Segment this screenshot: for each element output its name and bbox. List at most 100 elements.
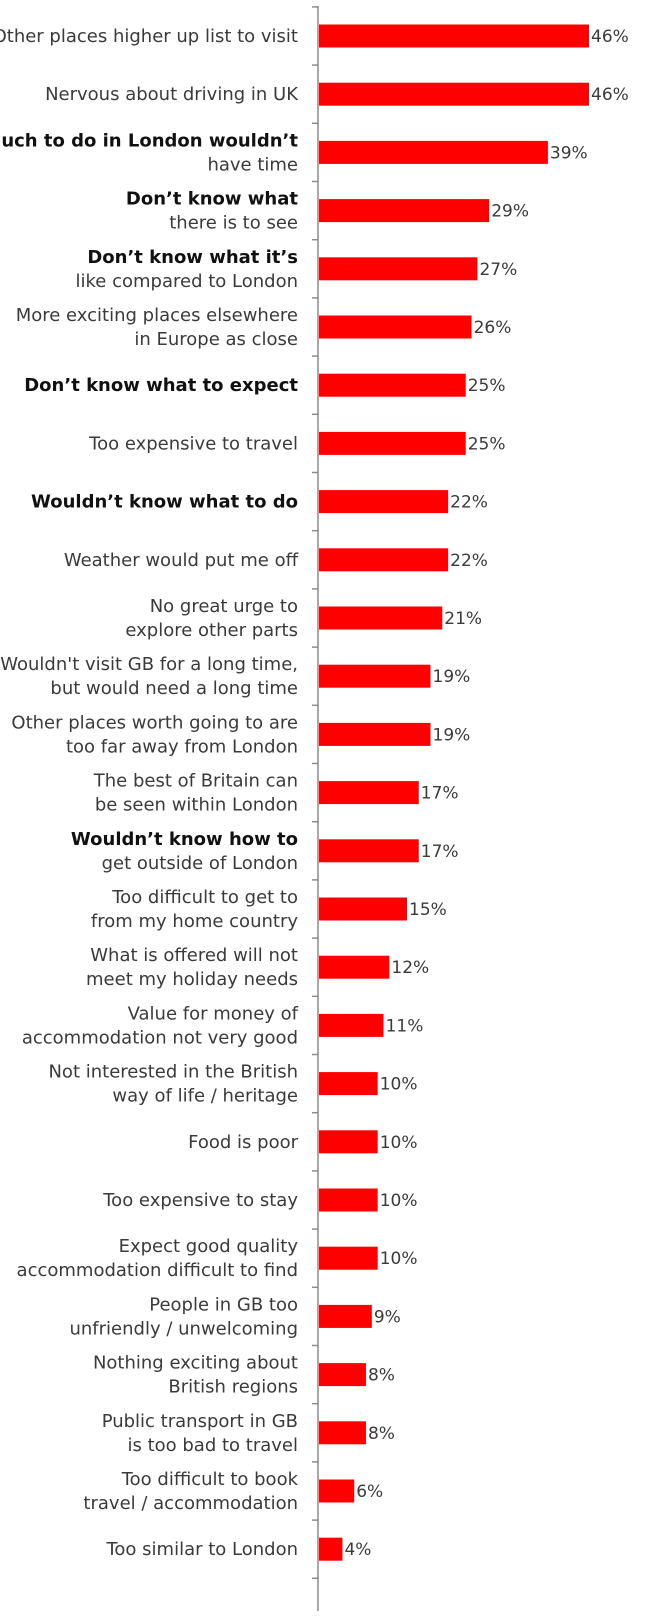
category-label-line: British regions: [168, 1377, 298, 1398]
bar: [319, 955, 390, 979]
category-label: Too difficult to book travel / accommodat…: [83, 1469, 298, 1514]
bar: [319, 1130, 378, 1154]
data-label: 21%: [444, 609, 482, 629]
bar: [319, 548, 449, 572]
category-label: So much to do in London wouldn’t have tim…: [0, 130, 298, 175]
data-label: 9%: [374, 1307, 401, 1327]
bar: [319, 606, 443, 630]
category-label-line: explore other parts: [125, 620, 298, 641]
bar: [319, 1537, 343, 1561]
bar: [319, 1304, 372, 1328]
category-label-line: travel / accommodation: [83, 1493, 298, 1514]
category-label: Wouldn't visit GB for a long time, but wo…: [0, 654, 298, 699]
category-label: Wouldn’t know how to get outside of Londo…: [71, 829, 298, 874]
category-label: People in GB too unfriendly / unwelcoming: [69, 1294, 298, 1339]
data-label: 19%: [433, 725, 471, 745]
category-label: Public transport in GB is too bad to trav…: [102, 1411, 298, 1456]
bar: [319, 140, 548, 164]
bar: [319, 1479, 355, 1503]
bar: [319, 490, 449, 514]
category-label-line: Other places worth going to are: [11, 712, 298, 733]
category-label: More exciting places elsewhere in Europe …: [16, 305, 298, 350]
data-label: 10%: [380, 1075, 418, 1095]
category-label-line: What is offered will not: [90, 945, 298, 966]
bar: [319, 1363, 366, 1387]
category-label-line: be seen within London: [95, 795, 298, 816]
category-label-line: More exciting places elsewhere: [16, 305, 298, 326]
data-label: 25%: [468, 376, 506, 396]
category-label: Nervous about driving in UK: [45, 84, 299, 105]
category-label-line: get outside of London: [102, 853, 298, 874]
data-label: 4%: [344, 1540, 371, 1560]
category-label: What is offered will not meet my holiday …: [86, 945, 298, 990]
bar: [319, 315, 472, 339]
category-label-line: unfriendly / unwelcoming: [69, 1318, 298, 1339]
bar: [319, 82, 589, 106]
category-label-line: No great urge to: [150, 596, 298, 617]
category-label-line: accommodation difficult to find: [17, 1260, 298, 1281]
bar: [319, 839, 419, 863]
category-label-line: way of life / heritage: [112, 1086, 298, 1107]
category-label-line: Don’t know what to expect: [24, 375, 298, 396]
category-label-line: too far away from London: [66, 736, 298, 757]
data-label: 15%: [409, 900, 447, 920]
bar: [319, 373, 466, 397]
category-label: Don’t know what there is to see: [126, 189, 298, 234]
category-labels: Other places higher up list to visit Nerv…: [0, 26, 299, 1560]
category-label-line: like compared to London: [76, 271, 298, 292]
data-label: 12%: [391, 958, 429, 978]
bar: [319, 1188, 378, 1212]
category-label: The best of Britain can be seen within Lo…: [93, 771, 298, 816]
value-labels: 46% 46% 39% 29% 27% 26% 25% 25% 22% 22% 21% 19% 19% 1…: [344, 27, 628, 1560]
bar: [319, 781, 419, 805]
category-label: Nothing exciting about British regions: [93, 1353, 298, 1398]
category-label: Too difficult to get to from my home coun…: [91, 887, 298, 932]
data-label: 8%: [368, 1424, 395, 1444]
category-label-line: Nothing exciting about: [93, 1353, 298, 1374]
bar: [319, 1072, 378, 1096]
data-label: 17%: [421, 784, 459, 804]
category-label-line: there is to see: [169, 213, 298, 234]
data-label: 17%: [421, 842, 459, 862]
category-label-line: Value for money of: [128, 1003, 299, 1024]
bar: [319, 1013, 384, 1037]
bar: [319, 257, 478, 281]
data-label: 22%: [450, 551, 488, 571]
category-label-line: have time: [207, 154, 298, 175]
category-label-line: from my home country: [91, 911, 298, 932]
category-label-line: The best of Britain can: [93, 771, 298, 792]
category-label-line: Nervous about driving in UK: [45, 84, 299, 105]
category-label-line: Too expensive to stay: [102, 1190, 298, 1211]
axis-layer: [312, 6, 319, 1611]
category-label-line: Too difficult to get to: [111, 887, 298, 908]
category-label: Other places worth going to are too far a…: [11, 712, 298, 757]
category-label: No great urge to explore other parts: [125, 596, 298, 641]
category-label: Too similar to London: [105, 1539, 298, 1560]
category-label: Too expensive to stay: [102, 1190, 298, 1211]
data-label: 11%: [386, 1016, 424, 1036]
category-label-line: accommodation not very good: [22, 1027, 298, 1048]
category-label: Value for money of accommodation not very…: [22, 1003, 299, 1048]
data-label: 46%: [591, 27, 629, 47]
category-label: Don’t know what to expect: [24, 375, 298, 396]
category-label: Don’t know what it’s like compared to Lon…: [76, 247, 298, 292]
category-label-line: Expect good quality: [119, 1236, 299, 1257]
category-label-line: Weather would put me off: [64, 550, 299, 571]
data-label: 10%: [380, 1249, 418, 1269]
data-label: 19%: [433, 667, 471, 687]
category-label-line: Too expensive to travel: [88, 433, 298, 454]
data-label: 26%: [474, 318, 512, 338]
bar: [319, 24, 589, 48]
data-label: 10%: [380, 1191, 418, 1211]
category-label-line: meet my holiday needs: [86, 969, 298, 990]
category-label-line: is too bad to travel: [127, 1435, 298, 1456]
data-label: 27%: [479, 260, 517, 280]
category-label-line: Other places higher up list to visit: [0, 26, 298, 47]
data-label: 29%: [491, 202, 529, 222]
category-label: Expect good quality accommodation difficu…: [17, 1236, 299, 1281]
data-label: 39%: [550, 143, 588, 163]
category-label-line: Public transport in GB: [102, 1411, 298, 1432]
bar: [319, 199, 490, 223]
category-label-line: Wouldn't visit GB for a long time,: [0, 654, 298, 675]
